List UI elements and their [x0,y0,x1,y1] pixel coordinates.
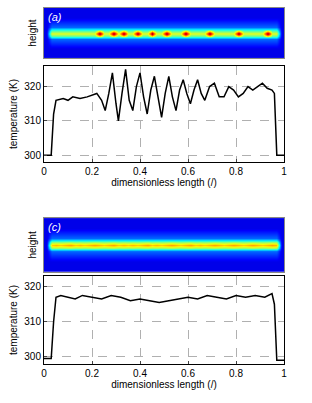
svg-text:dimensionless length (/): dimensionless length (/) [111,379,217,390]
svg-text:(c): (c) [48,221,61,233]
svg-text:temperature (K): temperature (K) [8,285,19,355]
svg-text:310: 310 [24,115,41,126]
svg-text:0.2: 0.2 [85,368,99,379]
svg-text:0: 0 [41,166,47,177]
svg-text:300: 300 [24,150,41,161]
svg-text:height: height [27,19,38,46]
svg-text:320: 320 [24,281,41,292]
svg-text:0.2: 0.2 [85,166,99,177]
svg-text:1: 1 [281,166,287,177]
svg-text:300: 300 [24,351,41,362]
svg-text:0.6: 0.6 [181,166,195,177]
svg-text:0.8: 0.8 [229,368,243,379]
svg-text:0.6: 0.6 [181,368,195,379]
svg-text:temperature (K): temperature (K) [8,79,19,149]
svg-text:dimensionless length (/): dimensionless length (/) [111,177,217,188]
svg-text:320: 320 [24,81,41,92]
svg-text:0: 0 [41,368,47,379]
svg-text:310: 310 [24,316,41,327]
svg-text:1: 1 [281,368,287,379]
svg-text:(a): (a) [48,11,62,23]
svg-text:height: height [27,231,38,258]
svg-text:0.4: 0.4 [133,368,147,379]
svg-text:0.4: 0.4 [133,166,147,177]
svg-text:0.8: 0.8 [229,166,243,177]
